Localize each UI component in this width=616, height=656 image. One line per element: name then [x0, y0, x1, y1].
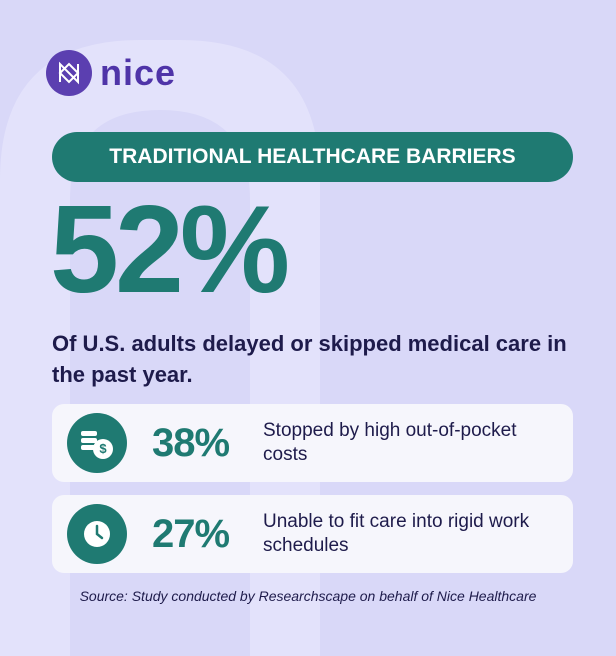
brand-name: nice	[100, 52, 177, 93]
banner: TRADITIONAL HEALTHCARE BARRIERS	[52, 132, 573, 182]
headline-text: Of U.S. adults delayed or skipped medica…	[52, 331, 567, 387]
coins-icon: $	[67, 413, 127, 473]
clock-icon	[67, 504, 127, 564]
logo-icon	[46, 50, 92, 96]
source: Source: Study conducted by Researchscape…	[79, 588, 537, 604]
stat-text: Stopped by high out-of-pocket costs	[263, 420, 517, 465]
svg-text:$: $	[99, 441, 107, 456]
headline-value: 52%	[50, 181, 290, 319]
stat-value: 38%	[152, 421, 230, 465]
stat-card: 27% Unable to fit care into rigid work s…	[52, 495, 573, 573]
logo: nice	[46, 50, 176, 96]
stat-value: 27%	[152, 512, 230, 556]
stat-text: Unable to fit care into rigid work sched…	[263, 511, 530, 556]
stat-card: $ 38% Stopped by high out-of-pocket cost…	[52, 404, 573, 482]
